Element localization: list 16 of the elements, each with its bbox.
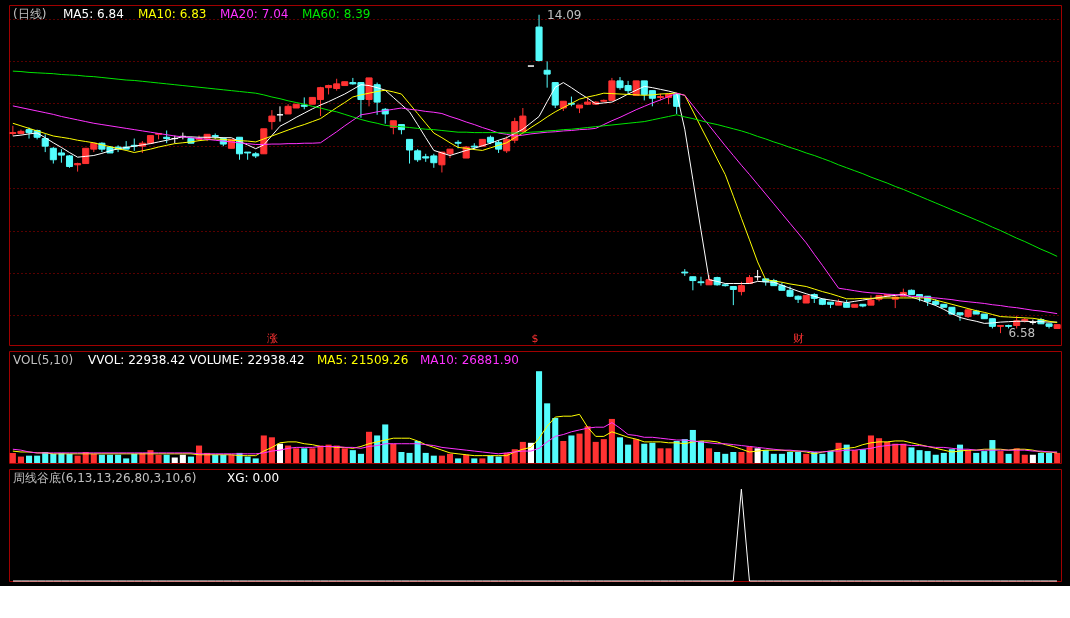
text: MA10: 6.83 bbox=[138, 7, 207, 21]
annotation: $ bbox=[531, 332, 539, 345]
text: MA5: 21509.26 bbox=[317, 353, 409, 367]
annotation: 财 bbox=[792, 332, 804, 345]
text: XG: 0.00 bbox=[227, 471, 280, 485]
text: MA5: 6.84 bbox=[63, 7, 124, 21]
chart-subtitle: VVOL: 22938.42 VOLUME: 22938.42 bbox=[88, 353, 305, 367]
chart-title: 周线谷底(6,13,13,26,80,3,10,6) bbox=[13, 471, 197, 485]
annotation: 14.09 bbox=[547, 7, 582, 22]
text: MA20: 7.04 bbox=[220, 7, 289, 21]
annotation: 涨 bbox=[266, 332, 278, 345]
annotation: 6.58 bbox=[1008, 326, 1036, 341]
text: MA10: 26881.90 bbox=[420, 353, 519, 367]
text: MA60: 8.39 bbox=[302, 7, 371, 21]
chart-title: VOL(5,10) bbox=[13, 353, 74, 367]
chart-title: (日线) bbox=[13, 7, 47, 21]
